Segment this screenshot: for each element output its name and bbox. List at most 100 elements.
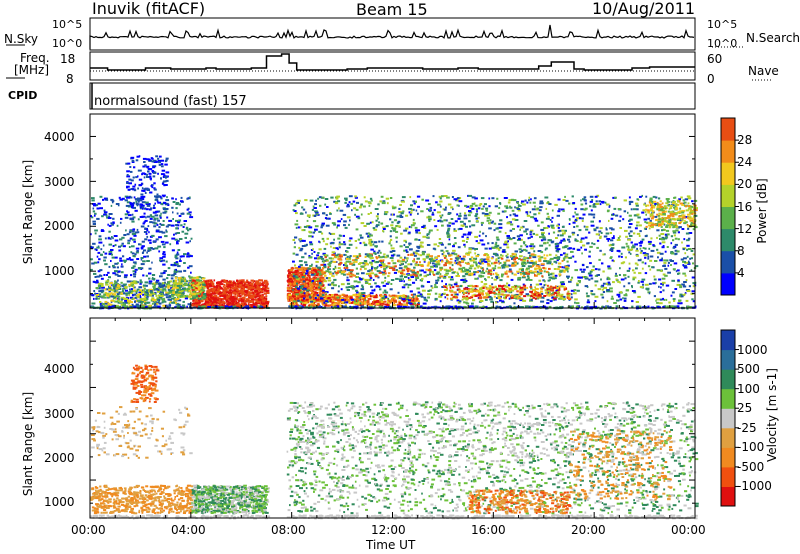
scatter-cell: [101, 215, 104, 217]
scatter-cell: [337, 297, 340, 299]
scatter-cell: [159, 299, 161, 301]
scatter-cell: [199, 276, 201, 278]
scatter-cell: [471, 224, 475, 226]
scatter-cell: [672, 239, 674, 241]
scatter-cell: [480, 300, 484, 302]
scatter-cell: [589, 205, 591, 207]
scatter-cell: [141, 196, 144, 198]
scatter-cell: [437, 245, 439, 247]
scatter-cell: [151, 235, 154, 237]
scatter-cell: [228, 296, 230, 298]
scatter-cell: [183, 253, 186, 255]
scatter-cell: [514, 206, 516, 208]
scatter-cell: [405, 215, 408, 217]
scatter-cell: [226, 282, 230, 284]
scatter-cell: [128, 179, 131, 181]
scatter-cell: [623, 274, 626, 276]
scatter-cell: [435, 293, 438, 295]
scatter-cell: [105, 301, 108, 303]
scatter-cell: [475, 205, 478, 207]
scatter-cell: [116, 288, 119, 290]
scatter-cell: [320, 226, 323, 228]
scatter-cell: [483, 205, 485, 207]
scatter-cell: [181, 279, 183, 281]
scatter-cell: [101, 278, 104, 280]
scatter-cell: [447, 230, 450, 232]
scatter-cell: [198, 298, 200, 300]
scatter-cell: [167, 274, 170, 276]
scatter-cell: [302, 295, 305, 297]
scatter-cell: [112, 221, 114, 223]
scatter-cell: [685, 275, 687, 277]
scatter-cell: [373, 244, 375, 246]
scatter-cell: [405, 241, 407, 243]
scatter-cell: [168, 281, 171, 283]
scatter-cell: [218, 281, 222, 283]
scatter-cell: [131, 285, 133, 287]
scatter-cell: [600, 294, 603, 296]
scatter-cell: [445, 207, 447, 209]
scatter-cell: [414, 255, 417, 257]
scatter-cell: [99, 269, 102, 271]
scatter-cell: [501, 274, 504, 276]
scatter-cell: [333, 284, 337, 286]
scatter-cell: [134, 255, 136, 257]
scatter-cell: [540, 200, 544, 202]
scatter-cell: [105, 284, 108, 286]
scatter-cell: [549, 244, 551, 246]
scatter-cell: [356, 285, 359, 287]
scatter-cell: [472, 196, 476, 198]
scatter-cell: [194, 296, 196, 298]
scatter-cell: [481, 244, 485, 246]
scatter-cell: [322, 223, 326, 225]
scatter-cell: [149, 295, 152, 297]
scatter-cell: [688, 262, 690, 264]
scatter-cell: [383, 285, 387, 287]
scatter-cell: [545, 248, 548, 250]
scatter-cell: [119, 197, 121, 199]
scatter-cell: [149, 192, 152, 194]
scatter-cell: [105, 237, 107, 239]
scatter-cell: [137, 188, 139, 190]
scatter-cell: [608, 240, 610, 242]
scatter-cell: [175, 224, 178, 226]
scatter-cell: [589, 251, 591, 253]
scatter-cell: [121, 245, 123, 247]
scatter-cell: [335, 202, 338, 204]
scatter-cell: [136, 304, 139, 306]
scatter-cell: [154, 247, 158, 249]
scatter-cell: [384, 277, 386, 279]
scatter-cell: [671, 280, 675, 282]
scatter-cell: [144, 228, 146, 230]
scatter-cell: [175, 207, 177, 209]
scatter-cell: [693, 253, 695, 255]
scatter-cell: [157, 224, 159, 226]
scatter-cell: [133, 275, 136, 277]
scatter-cell: [190, 255, 193, 257]
scatter-cell: [602, 271, 604, 273]
scatter-cell: [236, 289, 239, 291]
scatter-cell: [258, 279, 261, 281]
scatter-cell: [129, 289, 131, 291]
scatter-cell: [506, 207, 509, 209]
scatter-cell: [298, 272, 300, 274]
scatter-cell: [464, 246, 466, 248]
scatter-cell: [404, 276, 407, 278]
scatter-cell: [189, 280, 192, 282]
scatter-cell: [126, 197, 130, 199]
scatter-cell: [123, 284, 127, 286]
freq-panel-frame: [90, 52, 695, 80]
scatter-cell: [390, 283, 392, 285]
scatter-cell: [177, 221, 180, 223]
scatter-cell: [128, 303, 130, 305]
scatter-cell: [301, 206, 303, 208]
scatter-cell: [175, 233, 177, 235]
scatter-cell: [468, 220, 471, 222]
scatter-cell: [244, 297, 246, 299]
scatter-cell: [587, 299, 589, 301]
scatter-cell: [131, 282, 134, 284]
scatter-cell: [432, 214, 435, 216]
scatter-cell: [481, 281, 483, 283]
scatter-cell: [370, 222, 372, 224]
scatter-cell: [186, 256, 190, 258]
